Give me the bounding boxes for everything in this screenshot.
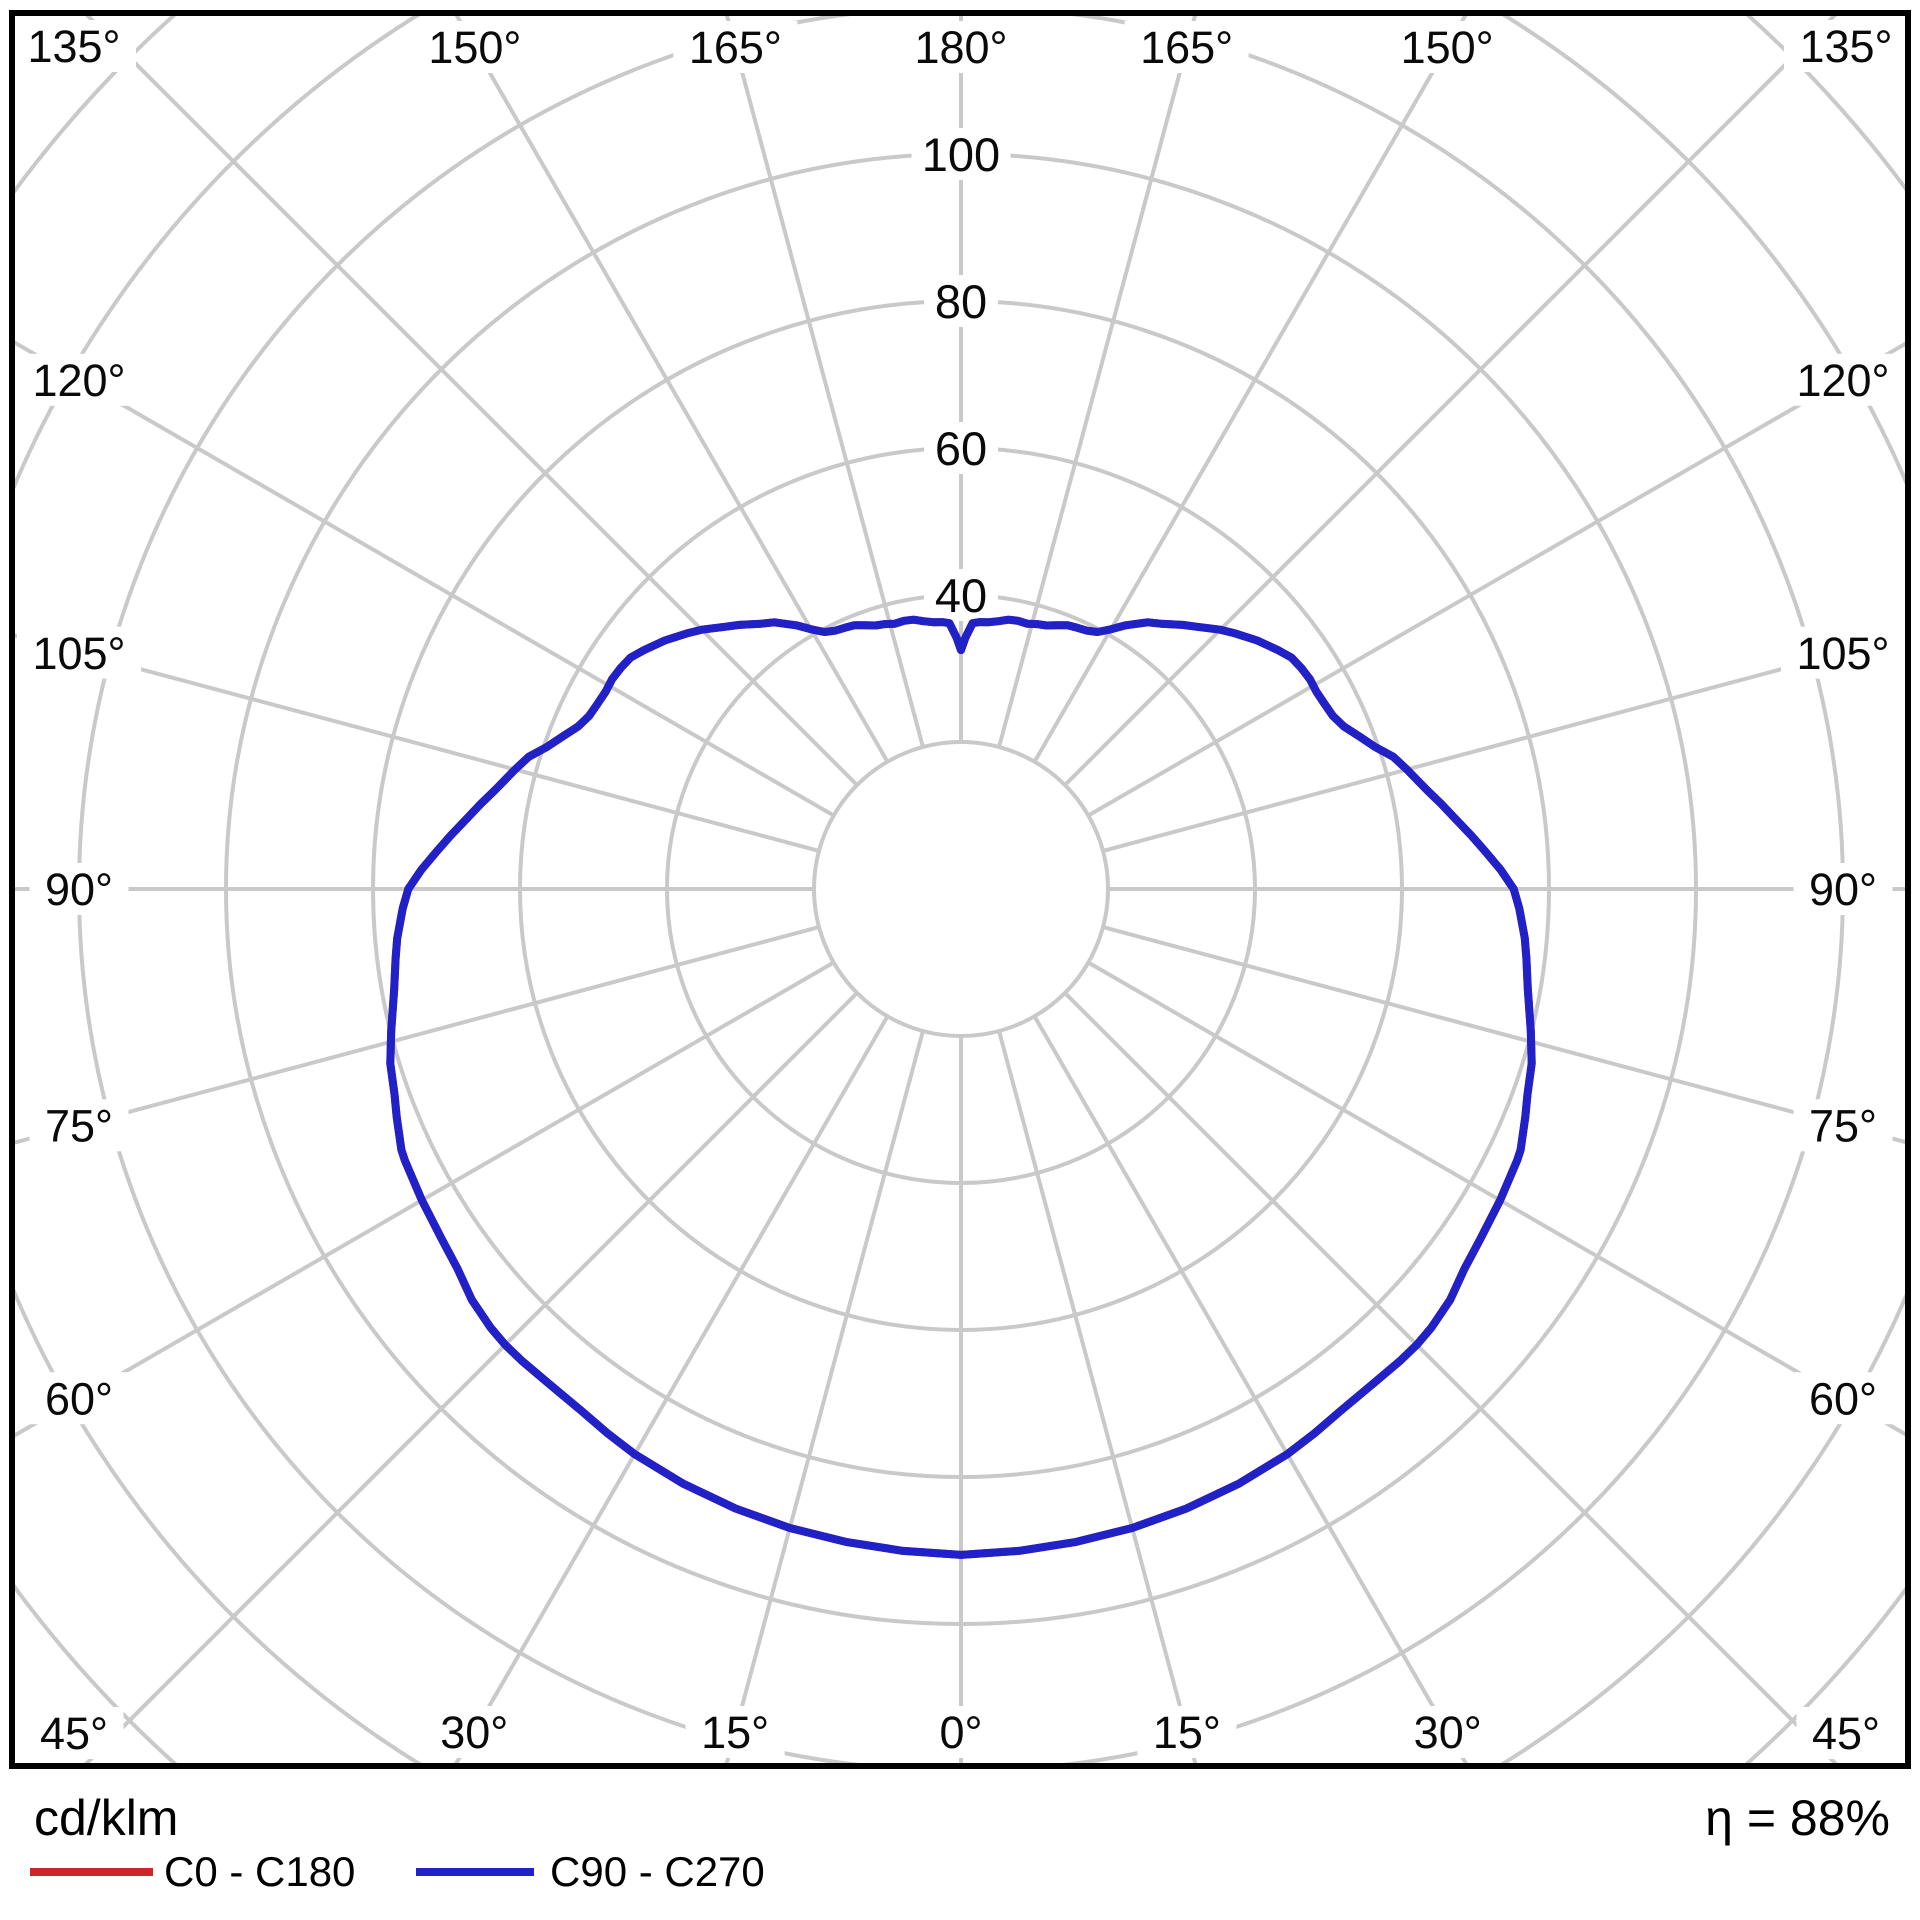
angle-label-bg: [1796, 1707, 1896, 1759]
grid-spoke: [1102, 633, 1908, 853]
grid-spoke: [1032, 13, 1470, 763]
radial-tick-label: 80: [935, 275, 987, 328]
plot-border: [9, 10, 1911, 1769]
angle-label-bg: [29, 1372, 129, 1425]
grid-spoke: [12, 338, 835, 818]
angle-label-bg: [685, 1706, 785, 1758]
angle-label-bg: [1793, 863, 1893, 915]
grid-spoke: [1102, 925, 1908, 1145]
angle-label: 90°: [45, 864, 113, 915]
grid-spoke: [723, 1030, 925, 1766]
angle-label: 0°: [939, 1707, 982, 1758]
grid-spoke: [12, 925, 820, 1146]
legend-swatch-c90-c270: [416, 1868, 534, 1876]
angle-label-bg: [424, 1706, 524, 1758]
grid-labels: 40 60 80 100 0° 15° 15° 30° 30° 45° 45° 60° 60° 75° 75…: [12, 20, 1908, 1759]
legend-label-c0-c180: C0 - C180: [164, 1848, 356, 1895]
grid-spoke: [452, 1015, 890, 1766]
unit-label: cd/klm: [34, 1790, 179, 1846]
grid-spoke: [724, 13, 925, 748]
angle-label-bg: [1793, 1099, 1893, 1152]
radial-tick-label-bg: [911, 128, 1011, 180]
angle-label: 75°: [45, 1101, 113, 1152]
angle-label: 120°: [1796, 355, 1889, 406]
legend-swatch-c0-c180: [30, 1868, 153, 1876]
angle-label-bg: [1784, 20, 1908, 72]
angle-label: 150°: [1401, 22, 1494, 73]
radial-tick-label-bg: [924, 422, 998, 474]
angle-label-bg: [412, 21, 537, 73]
angle-label: 165°: [689, 22, 782, 73]
angle-label-bg: [1385, 21, 1510, 73]
angle-label: 75°: [1809, 1101, 1877, 1152]
angle-label-bg: [12, 20, 136, 72]
angle-label-bg: [1781, 626, 1905, 679]
angle-label: 15°: [1153, 1707, 1221, 1758]
grid-spoke: [997, 1030, 1199, 1766]
angle-label: 30°: [1414, 1707, 1482, 1758]
angle-label: 45°: [40, 1708, 108, 1759]
radial-tick-label: 60: [935, 422, 987, 475]
radial-tick-label: 100: [922, 128, 1000, 181]
angle-label: 135°: [27, 21, 120, 72]
angle-label: 135°: [1799, 21, 1892, 72]
radial-tick-label-bg: [924, 275, 998, 327]
angle-label: 105°: [32, 628, 125, 679]
grid-spoke: [452, 13, 890, 763]
angle-label-bg: [1793, 1372, 1893, 1425]
angle-label: 120°: [32, 355, 125, 406]
angle-label-bg: [24, 1707, 124, 1759]
angle-label-bg: [1124, 21, 1249, 73]
angle-label-bg: [924, 1706, 998, 1758]
grid-spoke: [1032, 1015, 1470, 1766]
efficiency-label: η = 88%: [1705, 1790, 1890, 1846]
angle-label: 165°: [1140, 22, 1233, 73]
angle-label-bg: [899, 21, 1023, 73]
angle-label-bg: [673, 21, 798, 73]
angle-label: 15°: [701, 1707, 769, 1758]
angle-label-bg: [1137, 1706, 1237, 1758]
grid-spoke: [12, 632, 820, 853]
grid-spoke: [997, 13, 1198, 748]
radial-tick-label: 40: [935, 569, 987, 622]
angle-label-bg: [29, 1099, 129, 1152]
angle-label: 150°: [428, 22, 521, 73]
angle-label-bg: [17, 626, 141, 679]
angle-label: 180°: [914, 22, 1007, 73]
grid-spoke: [1087, 339, 1908, 818]
angle-label-bg: [29, 863, 129, 915]
angle-label-bg: [1398, 1706, 1498, 1758]
angle-label: 60°: [45, 1373, 113, 1424]
angle-label: 105°: [1796, 628, 1889, 679]
angle-label-bg: [17, 353, 141, 406]
angle-label: 90°: [1809, 864, 1877, 915]
grid-spoke: [1087, 960, 1908, 1439]
legend-label-c90-c270: C90 - C270: [550, 1848, 765, 1895]
angle-label: 30°: [440, 1707, 508, 1758]
angle-label: 45°: [1812, 1708, 1880, 1759]
radial-tick-label-bg: [924, 569, 998, 621]
angle-label-bg: [1781, 353, 1905, 406]
curve-c90-c270: [386, 615, 1536, 1559]
grid-spoke: [12, 960, 835, 1440]
angle-label: 60°: [1809, 1373, 1877, 1424]
